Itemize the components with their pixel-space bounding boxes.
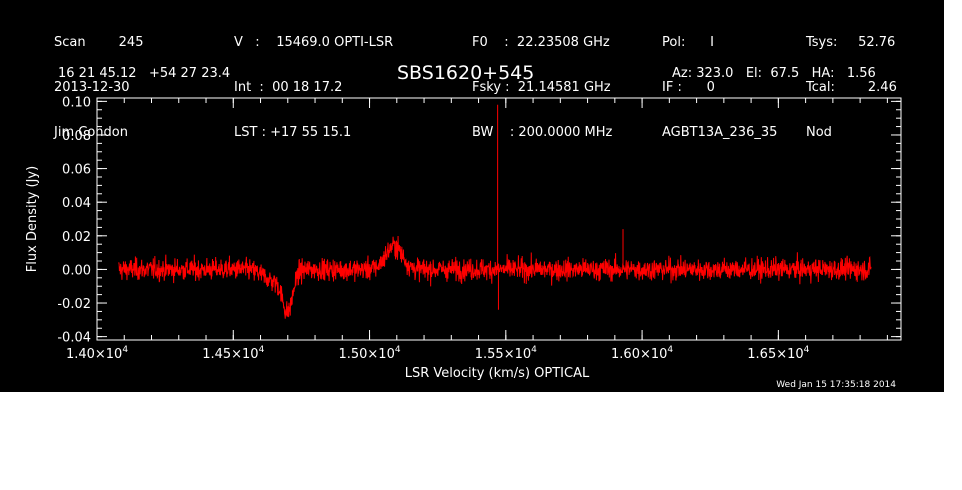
scan-number: Scan 245 bbox=[54, 35, 144, 50]
x-tick-label: 1.60×104 bbox=[611, 345, 673, 362]
velocity-value: V : 15469.0 OPTI-LSR bbox=[234, 35, 394, 50]
observer-name: Jim Condon bbox=[54, 125, 128, 140]
x-axis-label: LSR Velocity (km/s) OPTICAL bbox=[405, 366, 590, 381]
header-pol-block: Pol: I IF : 0 AGBT13A_236_35 bbox=[662, 5, 777, 170]
project-id: AGBT13A_236_35 bbox=[662, 125, 778, 140]
y-tick-label: -0.02 bbox=[57, 297, 91, 312]
y-axis-label: Flux Density (Jy) bbox=[25, 166, 40, 272]
plot-frame bbox=[96, 97, 902, 341]
axis-ticks bbox=[96, 98, 901, 340]
x-tick-label: 1.65×104 bbox=[747, 345, 809, 362]
bandwidth: BW : 200.0000 MHz bbox=[472, 125, 613, 140]
spectrum-panel: Scan 245 2013-12-30 Jim Condon V : 15469… bbox=[0, 0, 944, 392]
spectrum-line bbox=[118, 104, 872, 319]
header-tsys-block: Tsys: 52.76 Tcal: 2.46 Nod bbox=[806, 5, 897, 170]
header-scan-block: Scan 245 2013-12-30 Jim Condon bbox=[54, 5, 143, 170]
integration-time: Int : 00 18 17.2 bbox=[234, 80, 343, 95]
header-frequency-block: F0 : 22.23508 GHz Fsky : 21.14581 GHz BW… bbox=[472, 5, 612, 170]
header-velocity-block: V : 15469.0 OPTI-LSR Int : 00 18 17.2 LS… bbox=[234, 5, 393, 170]
if-number: IF : 0 bbox=[662, 80, 715, 95]
x-tick-label: 1.40×104 bbox=[66, 345, 128, 362]
x-tick-label: 1.45×104 bbox=[202, 345, 264, 362]
y-tick-label: 0.02 bbox=[62, 230, 91, 245]
y-tick-label: 0.00 bbox=[62, 263, 91, 278]
tcal-value: Tcal: 2.46 bbox=[806, 80, 897, 95]
y-tick-label: 0.06 bbox=[62, 163, 91, 178]
y-tick-label: 0.10 bbox=[62, 95, 91, 110]
y-tick-label: 0.08 bbox=[62, 129, 91, 144]
y-tick-label: -0.04 bbox=[57, 331, 91, 346]
tsys-value: Tsys: 52.76 bbox=[806, 35, 896, 50]
sky-frequency: Fsky : 21.14581 GHz bbox=[472, 80, 611, 95]
y-tick-labels: -0.04 -0.02 0.00 0.02 0.04 0.06 0.08 0.10 bbox=[57, 95, 91, 345]
x-tick-label: 1.50×104 bbox=[338, 345, 400, 362]
observation-date: 2013-12-30 bbox=[54, 80, 130, 95]
polarization: Pol: I bbox=[662, 35, 714, 50]
procedure-name: Nod bbox=[806, 125, 832, 140]
source-coordinates: 16 21 45.12 +54 27 23.4 bbox=[58, 66, 231, 81]
spectrum-chart: -0.04 -0.02 0.00 0.02 0.04 0.06 0.08 0.10 1.40×… bbox=[25, 95, 902, 381]
rest-frequency: F0 : 22.23508 GHz bbox=[472, 35, 610, 50]
x-tick-labels: 1.40×104 1.45×104 1.50×104 1.55×104 1.60×104… bbox=[66, 345, 810, 362]
pointing-info: Az: 323.0 El: 67.5 HA: 1.56 bbox=[672, 66, 876, 81]
x-tick-label: 1.55×104 bbox=[475, 345, 537, 362]
source-name: SBS1620+545 bbox=[397, 62, 535, 84]
plot-timestamp: Wed Jan 15 17:35:18 2014 bbox=[776, 380, 896, 390]
lst-value: LST : +17 55 15.1 bbox=[234, 125, 352, 140]
y-tick-label: 0.04 bbox=[62, 196, 91, 211]
